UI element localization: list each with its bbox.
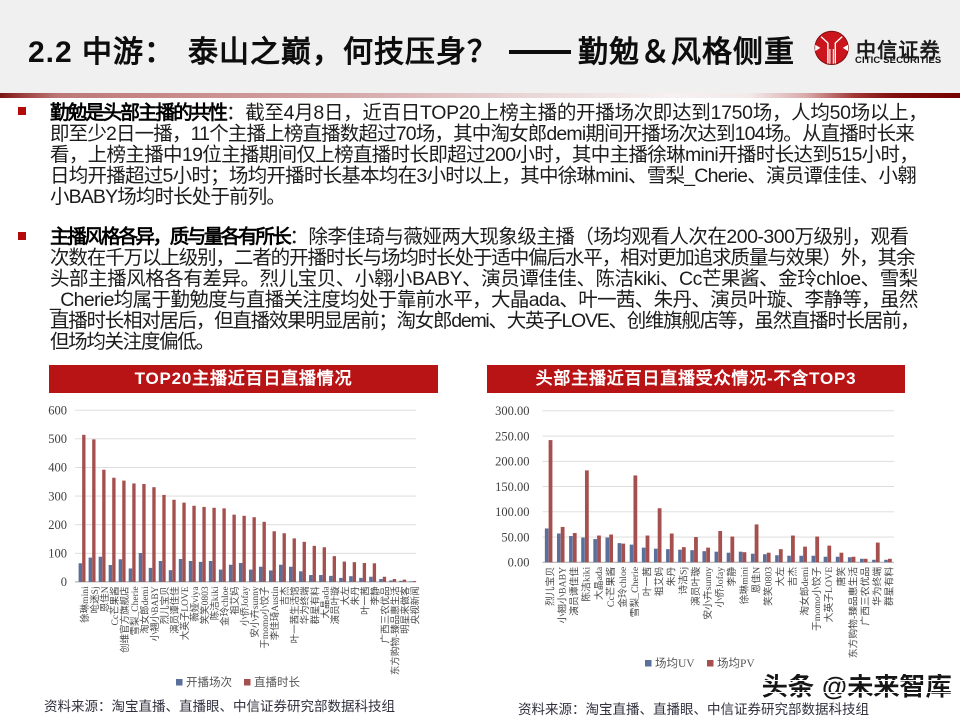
svg-text:吉杰: 吉杰 [787, 567, 799, 587]
svg-text:笑笑0803: 笑笑0803 [762, 567, 775, 606]
svg-text:演员谭佳佳: 演员谭佳佳 [568, 567, 581, 616]
svg-text:600: 600 [48, 403, 67, 417]
svg-text:李静: 李静 [369, 586, 381, 606]
svg-text:大晶ada: 大晶ada [592, 566, 605, 600]
svg-text:李佳琦Austin: 李佳琦Austin [269, 586, 281, 640]
svg-text:安小卉sunny: 安小卉sunny [249, 586, 261, 637]
svg-text:祖艾妈: 祖艾妈 [229, 586, 241, 615]
svg-text:小侨Jofay: 小侨Jofay [714, 567, 726, 608]
svg-text:恩佳N: 恩佳N [749, 567, 762, 594]
svg-text:朱丹: 朱丹 [349, 586, 361, 605]
svg-text:呛迷Sj: 呛迷Sj [89, 586, 101, 613]
svg-text:淘女郎demi: 淘女郎demi [139, 586, 151, 634]
svg-text:演员叶璇: 演员叶璇 [329, 586, 341, 625]
svg-text:徐琳mini: 徐琳mini [79, 586, 91, 623]
svg-text:金玲chloe: 金玲chloe [616, 566, 629, 607]
svg-text:薇娅viya: 薇娅viya [189, 586, 201, 622]
svg-text:叶一茜生活馆: 叶一茜生活馆 [289, 586, 301, 643]
svg-text:烈儿宝贝: 烈儿宝贝 [543, 567, 556, 606]
svg-text:100: 100 [48, 546, 67, 560]
svg-text:华为终端: 华为终端 [871, 567, 884, 606]
svg-text:场均UV: 场均UV [655, 656, 695, 670]
svg-text:50.00: 50.00 [501, 530, 529, 544]
svg-text:200: 200 [48, 518, 67, 532]
svg-text:0: 0 [61, 575, 67, 589]
svg-text:大晶ada: 大晶ada [319, 586, 331, 619]
svg-text:于momo小饺子: 于momo小饺子 [259, 586, 271, 649]
svg-text:250.00: 250.00 [495, 429, 529, 443]
svg-text:华为终端: 华为终端 [299, 586, 311, 625]
svg-text:群星有料: 群星有料 [883, 567, 896, 606]
svg-text:400: 400 [48, 461, 67, 475]
svg-text:150.00: 150.00 [495, 480, 529, 494]
svg-text:诗洁Sj: 诗洁Sj [677, 567, 690, 595]
svg-text:雪梨_Cherie: 雪梨_Cherie [628, 566, 641, 617]
svg-text:300.00: 300.00 [495, 404, 529, 418]
svg-text:淘女郎demi: 淘女郎demi [798, 567, 811, 616]
svg-text:徐琳mini: 徐琳mini [737, 567, 750, 605]
svg-text:雪梨_Cherie: 雪梨_Cherie [129, 586, 141, 635]
svg-text:300: 300 [48, 489, 67, 503]
svg-text:恩佳N: 恩佳N [99, 586, 111, 612]
svg-text:笑笑0803: 笑笑0803 [199, 586, 211, 624]
svg-text:安小卉sunny: 安小卉sunny [701, 567, 714, 620]
svg-text:Cc芒果酱: Cc芒果酱 [604, 567, 617, 607]
svg-text:陈洁kiki: 陈洁kiki [209, 586, 221, 620]
svg-text:东方购物-臻品惠生活: 东方购物-臻品惠生活 [846, 567, 859, 659]
svg-text:大左: 大左 [339, 586, 351, 606]
svg-text:群星有料: 群星有料 [309, 586, 321, 625]
svg-text:开播场次: 开播场次 [186, 675, 232, 689]
svg-text:演员叶璇: 演员叶璇 [689, 567, 702, 606]
svg-text:明星来做客: 明星来做客 [399, 586, 411, 634]
svg-text:Cc芒果酱: Cc芒果酱 [109, 586, 121, 625]
svg-text:央视新闻: 央视新闻 [409, 586, 421, 624]
svg-text:小翘小BABY: 小翘小BABY [150, 586, 161, 641]
svg-text:场均PV: 场均PV [717, 656, 755, 670]
svg-text:陈洁kiki: 陈洁kiki [580, 567, 593, 602]
svg-text:东方购物-臻品惠生活: 东方购物-臻品惠生活 [389, 586, 401, 675]
svg-text:大英子LOVE: 大英子LOVE [179, 586, 191, 640]
svg-text:大英子LOVE: 大英子LOVE [822, 567, 835, 623]
svg-text:直播时长: 直播时长 [254, 675, 300, 689]
svg-text:小侨Jofay: 小侨Jofay [239, 586, 251, 626]
svg-text:创维官方旗舰店: 创维官方旗舰店 [119, 586, 131, 653]
svg-text:金玲chloe: 金玲chloe [219, 586, 231, 626]
svg-text:叶一茜: 叶一茜 [641, 567, 653, 597]
svg-text:祖艾妈: 祖艾妈 [652, 567, 665, 597]
svg-text:朱丹: 朱丹 [666, 567, 678, 587]
svg-text:唐笑: 唐笑 [834, 567, 847, 587]
svg-text:广西三农优品: 广西三农优品 [379, 586, 391, 643]
svg-text:200.00: 200.00 [495, 455, 529, 469]
svg-text:0.00: 0.00 [508, 556, 530, 570]
svg-text:大左: 大左 [774, 567, 787, 587]
svg-text:烈儿宝贝: 烈儿宝贝 [159, 586, 171, 624]
svg-text:100.00: 100.00 [495, 505, 529, 519]
svg-text:小翘小BABY: 小翘小BABY [556, 567, 568, 624]
svg-text:叶一茜: 叶一茜 [360, 586, 371, 615]
svg-text:500: 500 [48, 432, 67, 446]
svg-text:于momo小饺子: 于momo小饺子 [810, 567, 823, 631]
svg-text:李静: 李静 [725, 567, 738, 587]
svg-text:演员谭佳佳: 演员谭佳佳 [169, 586, 181, 634]
svg-text:广西三农优品: 广西三农优品 [859, 567, 872, 626]
svg-text:吉杰: 吉杰 [279, 586, 291, 606]
